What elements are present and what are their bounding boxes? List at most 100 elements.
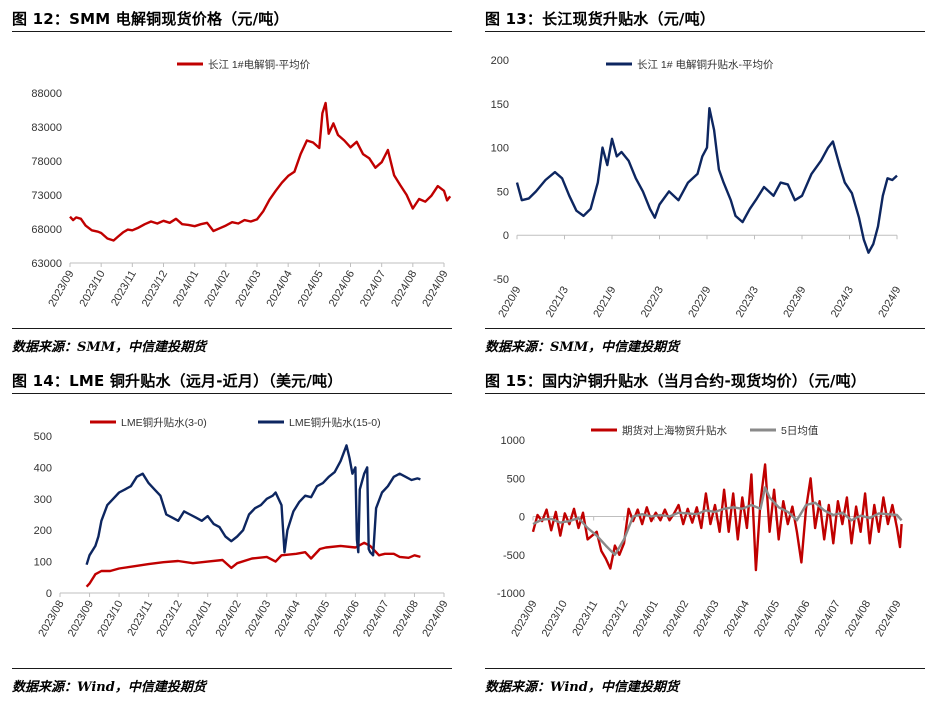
chart-title: 图 13：长江现货升贴水（元/吨）: [485, 10, 715, 28]
panel-smm-price: 图 12：SMM 电解铜现货价格（元/吨） 63000 68000 73000 780…: [12, 8, 472, 358]
x-tick-label: 2024/03: [691, 599, 721, 639]
x-tick-label: 2024/9: [876, 285, 903, 320]
x-tick-label: 2023/11: [570, 599, 600, 639]
x-tick-label: 2021/9: [591, 285, 618, 320]
x-tick-label: 2024/09: [420, 599, 450, 639]
y-tick-label: 300: [34, 494, 52, 506]
x-tick-label: 2023/3: [734, 285, 761, 320]
x-tick-label: 2024/08: [389, 269, 419, 309]
y-tick-label: -50: [493, 274, 509, 286]
x-tick-label: 2024/08: [391, 599, 421, 639]
x-tick-label: 2022/9: [686, 285, 713, 320]
series-line-0: [69, 101, 452, 242]
chart-title: 图 14：LME 铜升贴水（远月-近月）（美元/吨）: [12, 372, 343, 390]
y-tick-label: 63000: [31, 258, 62, 270]
y-tick-label: 500: [507, 473, 525, 485]
source-divider: [485, 328, 925, 329]
x-tick-label: 2023/11: [125, 599, 155, 639]
x-tick-label: 2022/3: [639, 285, 666, 320]
x-tick-label: 2021/3: [544, 285, 571, 320]
legend-label: 期货对上海物贸升贴水: [622, 424, 727, 437]
x-tick-label: 2020/9: [496, 285, 523, 320]
x-tick-label: 2024/04: [722, 599, 752, 639]
y-tick-label: 0: [519, 512, 525, 524]
x-tick-label: 2023/09: [509, 599, 539, 639]
chart-title: 图 15：国内沪铜升贴水（当月合约-现货均价）（元/吨）: [485, 372, 866, 390]
title-divider: [485, 31, 925, 32]
chart-changjiang-premium: -50 0 50 100 150 200 2020/9 2021/3 2021/9 2022/3 2…: [491, 55, 904, 320]
y-tick-label: 200: [491, 55, 509, 67]
x-tick-label: 2024/03: [233, 269, 263, 309]
series-line-1: [85, 444, 421, 566]
source-note: 数据来源：SMM，中信建投期货: [485, 340, 680, 355]
x-tick-label: 2024/05: [302, 599, 332, 639]
legend: 期货对上海物贸升贴水 5日均值: [591, 424, 819, 437]
y-tick-label: 73000: [31, 190, 62, 202]
chart-title: 图 12：SMM 电解铜现货价格（元/吨）: [12, 10, 289, 28]
y-tick-label: 150: [491, 99, 509, 111]
x-tick-label: 2023/11: [109, 269, 139, 309]
x-tick-label: 2024/07: [361, 599, 391, 639]
panel-changjiang-premium: 图 13：长江现货升贴水（元/吨） -50 0 50 100 150 200 2020/9 2…: [485, 8, 940, 358]
source-divider: [12, 328, 452, 329]
x-tick-label: 2023/10: [540, 599, 570, 639]
x-tick-label: 2023/10: [77, 269, 107, 309]
source-note: 数据来源：SMM，中信建投期货: [12, 340, 207, 355]
y-tick-label: 200: [34, 525, 52, 537]
y-tick-label: -500: [503, 550, 525, 562]
legend: LME铜升贴水(3-0) LME铜升贴水(15-0): [90, 416, 381, 429]
title-divider: [485, 393, 925, 394]
x-tick-label: 2024/01: [171, 269, 201, 309]
x-tick-label: 2023/09: [66, 599, 96, 639]
source-divider: [485, 668, 925, 669]
x-tick-label: 2023/9: [781, 285, 808, 320]
legend-label: 5日均值: [781, 424, 819, 437]
x-tick-label: 2024/01: [184, 599, 214, 639]
x-tick-label: 2024/07: [358, 269, 388, 309]
y-tick-label: 1000: [501, 435, 525, 447]
panel-lme-spread: 图 14：LME 铜升贴水（远月-近月）（美元/吨） 0 100 200 300 400…: [12, 370, 472, 700]
source-divider: [12, 668, 452, 669]
legend-label: LME铜升贴水(15-0): [289, 416, 381, 429]
x-tick-label: 2024/02: [661, 599, 691, 639]
legend: 长江 1# 电解铜升贴水-平均价: [606, 58, 774, 71]
y-tick-label: 500: [34, 431, 52, 443]
x-tick-label: 2024/07: [813, 599, 843, 639]
y-tick-label: 78000: [31, 156, 62, 168]
x-tick-label: 2024/09: [873, 599, 903, 639]
y-tick-label: 100: [34, 557, 52, 569]
x-tick-label: 2024/08: [843, 599, 873, 639]
y-tick-label: 400: [34, 462, 52, 474]
y-tick-label: 68000: [31, 224, 62, 236]
series-line-0: [85, 541, 421, 588]
y-tick-label: 100: [491, 143, 509, 155]
series-line-1: [532, 486, 903, 556]
title-divider: [12, 393, 452, 394]
legend-label: 长江 1# 电解铜升贴水-平均价: [637, 58, 774, 71]
x-tick-label: 2023/10: [95, 599, 125, 639]
series-line-0: [515, 107, 898, 254]
x-tick-label: 2024/06: [332, 599, 362, 639]
x-tick-label: 2024/06: [782, 599, 812, 639]
x-tick-label: 2023/12: [600, 599, 630, 639]
x-tick-label: 2024/09: [420, 269, 450, 309]
x-tick-label: 2024/03: [243, 599, 273, 639]
x-tick-label: 2023/09: [46, 269, 76, 309]
x-tick-label: 2024/06: [327, 269, 357, 309]
title-divider: [12, 31, 452, 32]
y-tick-label: 88000: [31, 88, 62, 100]
legend-label: LME铜升贴水(3-0): [121, 416, 207, 429]
x-tick-label: 2024/05: [752, 599, 782, 639]
y-tick-label: 50: [497, 186, 509, 198]
y-tick-label: -1000: [497, 588, 525, 600]
panel-shfe-premium: 图 15：国内沪铜升贴水（当月合约-现货均价）（元/吨） -1000 -500 0 5…: [485, 370, 940, 700]
x-tick-label: 2023/12: [140, 269, 170, 309]
legend-label: 长江 1#电解铜-平均价: [208, 58, 311, 71]
x-tick-label: 2024/05: [296, 269, 326, 309]
x-tick-label: 2023/08: [36, 599, 66, 639]
y-tick-label: 83000: [31, 122, 62, 134]
source-note: 数据来源：Wind，中信建投期货: [485, 680, 679, 695]
